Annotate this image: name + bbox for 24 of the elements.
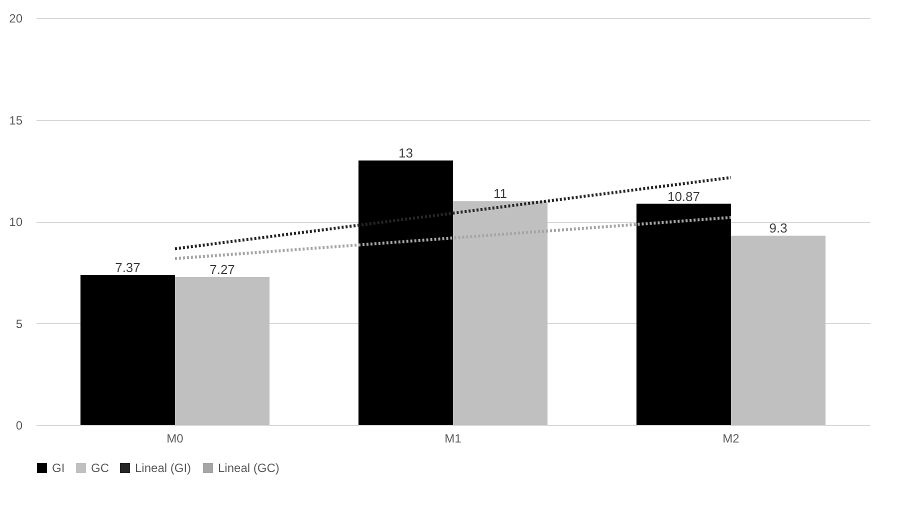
- bar: [358, 160, 453, 425]
- bar: [80, 275, 175, 425]
- bar: [175, 277, 270, 425]
- data-label: 7.37: [115, 260, 140, 276]
- legend-label: GC: [91, 461, 110, 475]
- bar: [731, 236, 826, 425]
- legend-label: Lineal (GI): [135, 461, 192, 475]
- y-tick-label: 20: [9, 12, 23, 26]
- y-tick-label: 5: [16, 316, 23, 331]
- data-label: 10.87: [667, 188, 700, 204]
- legend-label: Lineal (GC): [218, 461, 280, 475]
- data-label: 9.3: [769, 220, 788, 236]
- y-tick-label: 10: [9, 215, 23, 229]
- y-tick-label: 15: [9, 113, 23, 128]
- x-tick-label: M1: [444, 432, 462, 446]
- legend-label: GI: [52, 461, 65, 475]
- x-tick-label: M0: [166, 432, 184, 446]
- data-label: 7.27: [210, 262, 235, 278]
- data-label: 13: [398, 145, 413, 160]
- bar: [636, 204, 731, 425]
- bar: [453, 201, 548, 425]
- y-tick-label: 0: [16, 418, 23, 432]
- data-label: 11: [494, 186, 508, 202]
- x-tick-label: M2: [722, 432, 740, 446]
